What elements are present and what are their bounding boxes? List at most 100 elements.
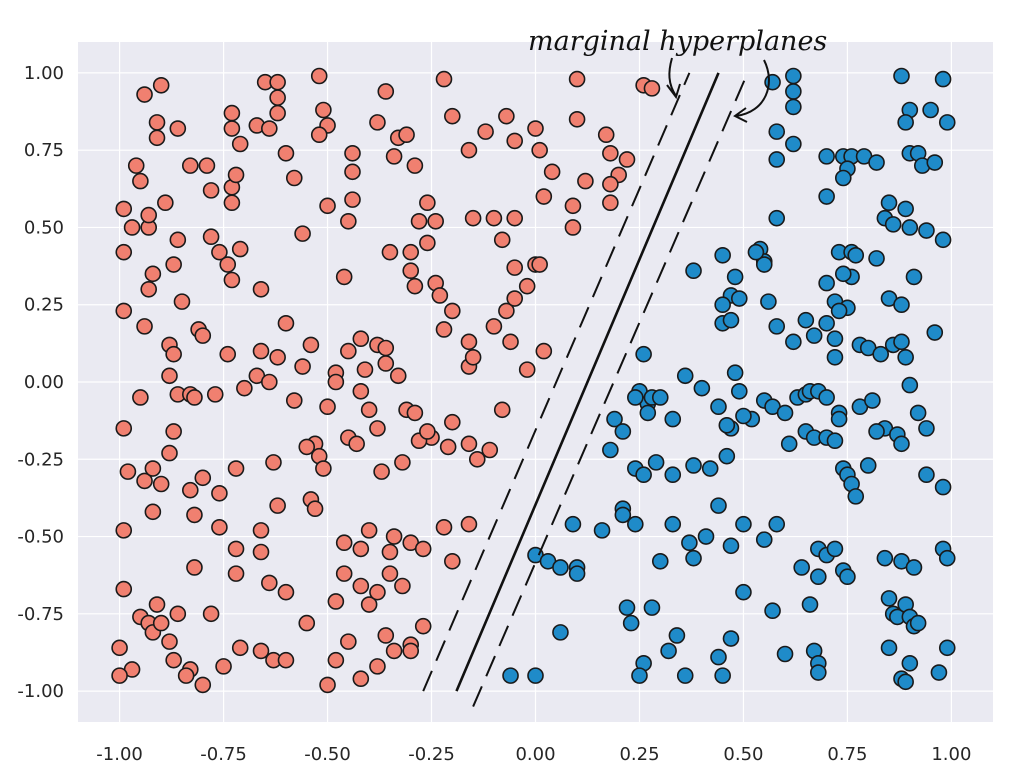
data-point-class-b <box>735 583 752 601</box>
y-tick-label: 0.75 <box>24 140 64 161</box>
data-point-class-b <box>901 376 919 394</box>
data-point-class-a <box>493 231 511 249</box>
data-point-class-a <box>427 212 444 230</box>
data-point-class-b <box>880 639 898 657</box>
data-point-class-a <box>319 676 336 694</box>
data-point-class-a <box>352 382 370 400</box>
data-point-class-b <box>797 311 815 329</box>
data-point-class-b <box>826 330 844 348</box>
data-point-class-b <box>701 460 719 477</box>
data-point-class-b <box>664 515 682 533</box>
data-point-class-a <box>115 302 133 320</box>
data-point-class-b <box>938 639 956 657</box>
data-point-class-a <box>315 460 332 477</box>
data-point-class-b <box>834 265 852 283</box>
data-point-class-a <box>269 73 286 91</box>
data-point-class-a <box>389 367 407 385</box>
data-point-class-a <box>419 423 436 440</box>
data-point-class-a <box>498 107 515 125</box>
data-point-class-b <box>905 268 923 286</box>
data-point-class-b <box>614 423 632 440</box>
data-point-class-b <box>768 515 786 533</box>
data-point-class-b <box>768 318 786 335</box>
data-point-class-b <box>764 602 781 620</box>
data-point-class-a <box>169 120 187 137</box>
data-point-class-b <box>681 534 698 552</box>
data-point-class-b <box>718 416 736 434</box>
data-point-class-a <box>294 225 311 242</box>
data-point-class-a <box>468 450 486 468</box>
data-point-class-b <box>552 559 569 576</box>
data-point-class-a <box>161 633 178 650</box>
data-point-class-a <box>227 166 245 184</box>
data-point-class-a <box>186 559 203 576</box>
data-point-class-a <box>444 552 461 570</box>
data-point-class-a <box>369 658 386 675</box>
data-point-class-a <box>518 361 536 378</box>
data-points <box>111 67 956 694</box>
data-point-class-a <box>152 614 170 632</box>
data-point-class-a <box>464 209 482 227</box>
data-point-class-b <box>714 667 731 684</box>
data-point-class-b <box>810 568 827 586</box>
data-point-class-a <box>344 191 361 208</box>
data-point-class-a <box>406 277 424 295</box>
x-tick-label: -1.00 <box>96 744 143 765</box>
data-point-class-b <box>918 222 935 239</box>
data-point-class-a <box>231 135 249 153</box>
data-point-class-a <box>223 194 241 212</box>
data-point-class-a <box>460 333 478 351</box>
data-point-class-b <box>830 302 848 320</box>
data-point-class-a <box>577 172 594 190</box>
data-point-class-a <box>252 280 270 298</box>
data-point-class-a <box>252 522 270 539</box>
data-point-class-a <box>148 596 166 613</box>
data-point-class-a <box>435 518 453 536</box>
data-point-class-b <box>818 389 835 406</box>
data-point-class-b <box>755 256 773 273</box>
data-point-class-a <box>319 197 336 215</box>
data-point-class-a <box>477 123 494 140</box>
data-point-class-b <box>834 169 852 187</box>
data-point-class-b <box>722 537 740 555</box>
data-point-class-b <box>651 389 669 406</box>
x-tick-label: 0.25 <box>619 744 659 765</box>
data-point-class-a <box>231 240 249 258</box>
data-point-class-a <box>348 435 365 453</box>
data-point-class-a <box>136 318 153 335</box>
data-point-class-a <box>252 342 270 360</box>
data-point-class-b <box>735 407 752 425</box>
margin-line <box>472 72 749 707</box>
data-point-class-a <box>181 481 199 499</box>
data-point-class-b <box>676 667 694 684</box>
data-point-class-b <box>909 614 927 632</box>
data-point-class-b <box>938 549 956 567</box>
data-point-class-b <box>785 83 802 100</box>
x-tick-label: -0.75 <box>200 744 247 765</box>
data-point-class-a <box>335 268 353 286</box>
data-point-class-a <box>406 404 424 422</box>
data-point-class-a <box>144 460 162 477</box>
data-point-class-a <box>327 373 345 391</box>
data-point-class-a <box>115 580 133 598</box>
data-point-class-a <box>310 67 328 85</box>
data-point-class-a <box>194 469 212 487</box>
annotation-arrowhead-left <box>666 83 681 100</box>
data-point-class-a <box>398 126 415 144</box>
data-point-class-b <box>697 528 715 545</box>
data-point-class-b <box>622 614 640 632</box>
data-point-class-b <box>664 466 682 484</box>
data-point-class-a <box>564 197 582 215</box>
data-point-class-b <box>934 231 952 249</box>
data-point-class-a <box>381 565 399 582</box>
data-point-class-b <box>901 654 919 672</box>
y-tick-label: -0.50 <box>17 527 64 548</box>
data-point-class-b <box>726 268 744 286</box>
data-point-class-a <box>269 89 286 106</box>
data-point-class-b <box>922 101 939 119</box>
data-point-class-b <box>714 296 731 314</box>
annotation-arrows <box>666 57 770 123</box>
data-point-class-a <box>394 454 411 471</box>
data-point-class-a <box>344 144 361 162</box>
